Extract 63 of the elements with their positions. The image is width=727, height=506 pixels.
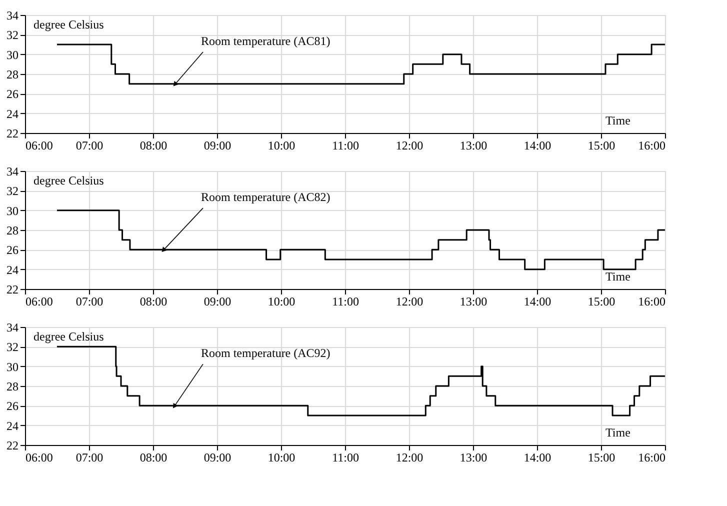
x-axis-title: Time (606, 114, 630, 128)
x-tick-label: 06:00 (26, 450, 53, 464)
y-axis-title: degree Celsius (34, 330, 104, 344)
y-tick-label: 22 (6, 282, 18, 296)
y-tick-label: 32 (6, 184, 18, 198)
x-tick-label: 10:00 (268, 138, 296, 152)
x-tick-label: 11:00 (332, 294, 359, 308)
y-tick-label: 28 (6, 68, 18, 82)
x-tick-label: 14:00 (524, 138, 552, 152)
y-tick-label: 24 (6, 106, 18, 121)
x-tick-label: 12:00 (396, 450, 424, 464)
x-tick-label: 12:00 (396, 138, 424, 152)
y-axis-title: degree Celsius (34, 18, 104, 32)
y-tick-label: 26 (6, 399, 18, 414)
y-tick-label: 30 (6, 48, 18, 62)
x-tick-label: 11:00 (332, 450, 359, 464)
x-tick-label: 10:00 (268, 294, 296, 308)
x-tick-label: 14:00 (524, 294, 552, 308)
x-tick-label: 16:00 (638, 450, 666, 464)
x-tick-label: 09:00 (204, 294, 232, 308)
x-tick-label: 07:00 (76, 450, 104, 464)
x-tick-label: 09:00 (204, 138, 232, 152)
y-tick-label: 30 (6, 204, 18, 218)
annotation: Room temperature (AC81) (201, 34, 330, 48)
x-tick-label: 14:00 (524, 450, 552, 464)
x-tick-label: 06:00 (26, 138, 53, 152)
y-tick-label: 32 (6, 340, 18, 354)
y-tick-label: 34 (6, 8, 18, 22)
y-tick-label: 32 (6, 28, 18, 42)
x-tick-label: 07:00 (76, 294, 104, 308)
x-tick-label: 11:00 (332, 138, 359, 152)
x-tick-label: 10:00 (268, 450, 296, 464)
x-tick-label: 13:00 (460, 138, 488, 152)
x-tick-label: 12:00 (396, 294, 424, 308)
x-tick-label: 06:00 (26, 294, 53, 308)
annotation: Room temperature (AC82) (201, 190, 330, 204)
x-tick-label: 16:00 (638, 138, 666, 152)
y-tick-label: 26 (6, 243, 18, 258)
x-tick-label: 08:00 (140, 294, 168, 308)
y-tick-label: 28 (6, 380, 18, 394)
x-tick-label: 15:00 (588, 138, 616, 152)
x-axis-title: Time (606, 270, 630, 284)
annotation: Room temperature (AC92) (201, 346, 330, 360)
y-tick-label: 34 (6, 164, 18, 178)
x-tick-label: 15:00 (588, 450, 616, 464)
x-tick-label: 09:00 (204, 450, 232, 464)
y-tick-label: 22 (6, 126, 18, 140)
y-axis-title: degree Celsius (34, 174, 104, 188)
y-tick-label: 26 (6, 87, 18, 102)
y-tick-label: 24 (6, 262, 18, 277)
x-axis-title: Time (606, 426, 630, 440)
x-tick-label: 08:00 (140, 450, 168, 464)
y-tick-label: 22 (6, 438, 18, 452)
y-tick-label: 30 (6, 360, 18, 374)
x-tick-label: 08:00 (140, 138, 168, 152)
x-tick-label: 13:00 (460, 450, 488, 464)
x-tick-label: 16:00 (638, 294, 666, 308)
y-tick-label: 24 (6, 418, 18, 433)
x-tick-label: 07:00 (76, 138, 104, 152)
y-tick-label: 28 (6, 224, 18, 238)
y-tick-label: 34 (6, 320, 18, 334)
x-tick-label: 13:00 (460, 294, 488, 308)
x-tick-label: 15:00 (588, 294, 616, 308)
